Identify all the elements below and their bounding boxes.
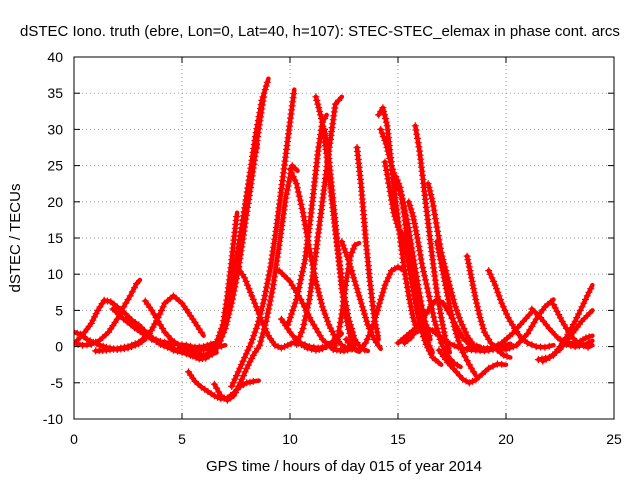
series-arc-d: [92, 292, 206, 355]
series-markers: [92, 292, 205, 355]
x-axis-label: GPS time / hours of day 015 of year 2014: [206, 458, 482, 475]
series-arc-am: [485, 267, 556, 351]
series-arc-ad: [392, 173, 435, 355]
series-arc-an: [465, 309, 535, 353]
y-tick-label: 25: [47, 158, 63, 174]
series-arc-at: [556, 333, 595, 347]
series-markers: [485, 267, 553, 351]
series-arc-al: [463, 252, 513, 360]
series-markers: [338, 238, 383, 350]
series-arc-x: [338, 238, 383, 352]
x-tick-label: 20: [498, 431, 514, 447]
series-markers: [491, 298, 555, 353]
series-arc-ao: [491, 297, 556, 353]
series-markers: [228, 90, 298, 390]
y-tick-label: 5: [55, 302, 63, 318]
series-markers: [465, 311, 533, 353]
y-tick-label: -5: [51, 375, 64, 391]
series-markers: [210, 162, 299, 404]
series-arc-h: [169, 76, 271, 361]
y-tick-label: 20: [47, 194, 63, 210]
y-tick-label: 30: [47, 121, 63, 137]
y-tick-label: 15: [47, 230, 63, 246]
series-arc-ag: [424, 180, 483, 350]
tick-layer: [73, 56, 615, 420]
series-markers: [556, 333, 593, 347]
series-markers: [435, 346, 506, 387]
x-tick-label: 25: [606, 431, 622, 447]
series-layer: [74, 76, 595, 404]
series-arc-z: [342, 263, 407, 354]
grid-layer: [74, 57, 614, 419]
x-tick-label: 0: [70, 431, 78, 447]
series-markers: [169, 78, 271, 361]
series-markers: [392, 173, 435, 353]
series-arc-w: [329, 240, 362, 353]
series-arc-ai: [435, 346, 509, 387]
series-arc-n: [228, 87, 298, 390]
x-tick-label: 15: [390, 431, 406, 447]
y-tick-label: -10: [43, 411, 63, 427]
y-tick-label: 40: [47, 49, 63, 65]
x-tick-label: 10: [282, 431, 298, 447]
y-axis-label: dSTEC / TECUs: [7, 184, 24, 293]
chart-title: dSTEC Iono. truth (ebre, Lon=0, Lat=40, …: [20, 23, 620, 40]
series-arc-m: [210, 162, 300, 404]
series-arc-k: [189, 210, 241, 361]
tick-label-layer: 0 5 10 15 20 25 -10 -5 0 5 10 15 20 25 30 35 40: [43, 49, 622, 447]
series-markers: [342, 263, 405, 354]
y-tick-label: 10: [47, 266, 63, 282]
series-markers: [284, 115, 329, 329]
x-tick-label: 5: [178, 431, 186, 447]
series-line: [190, 210, 240, 360]
series-markers: [189, 213, 241, 361]
y-tick-label: 0: [55, 339, 63, 355]
y-tick-label: 35: [47, 85, 63, 101]
